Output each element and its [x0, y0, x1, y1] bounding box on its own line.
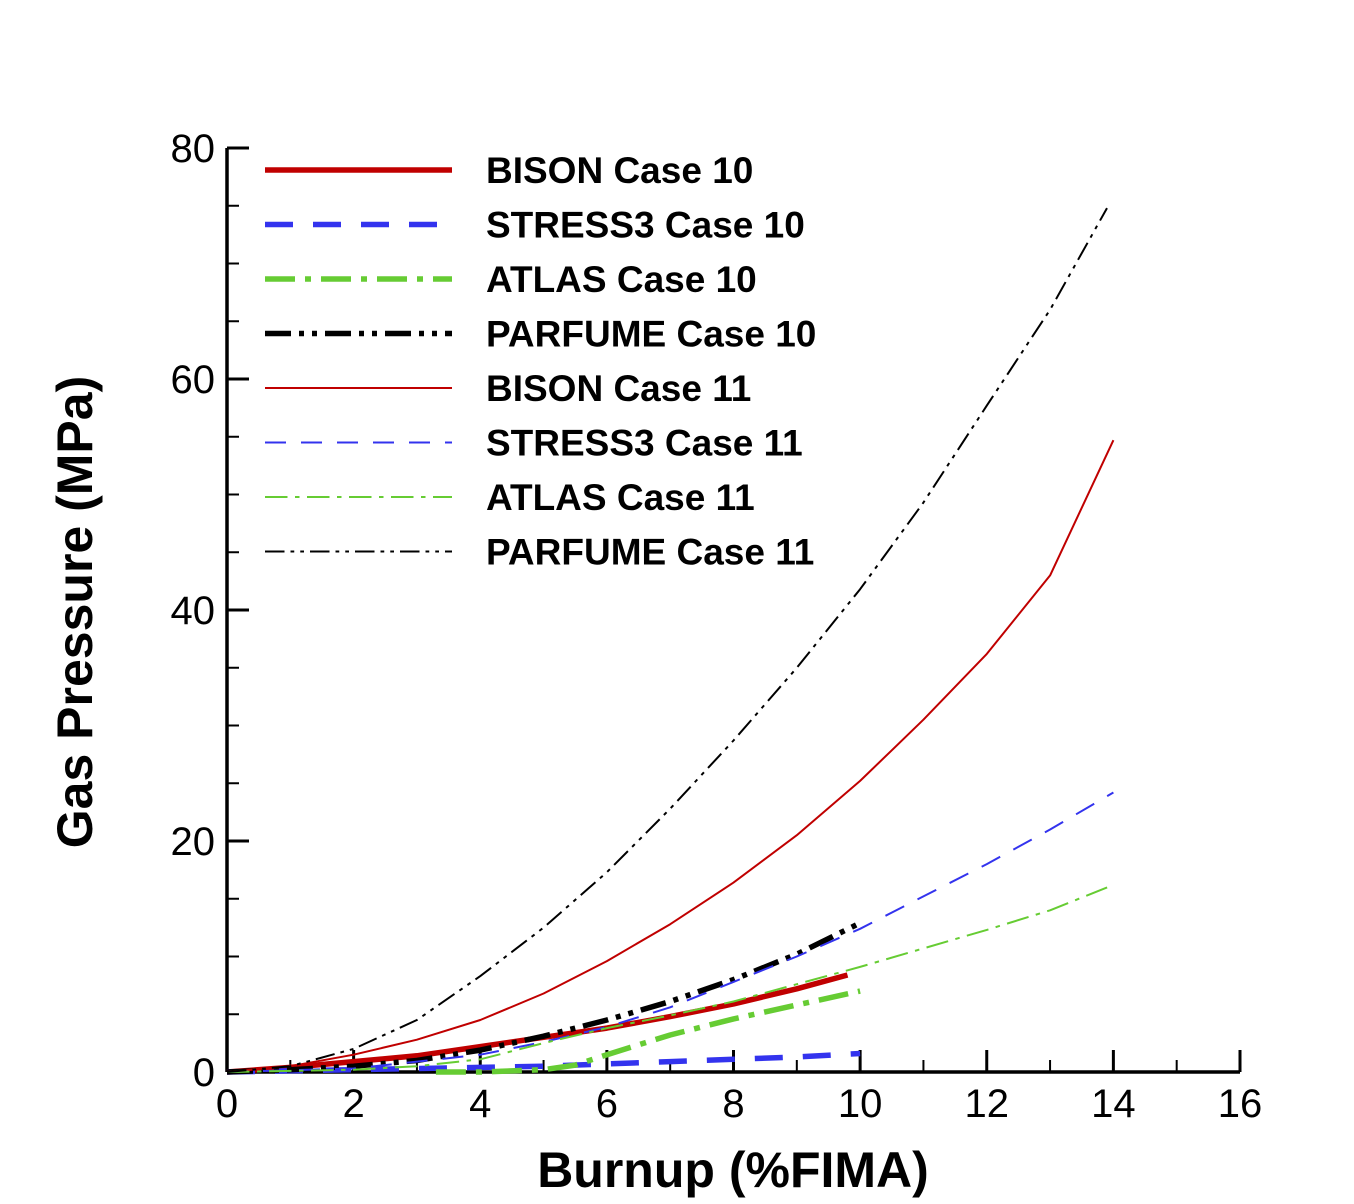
x-tick-label: 0: [216, 1082, 238, 1126]
y-tick-label: 20: [171, 820, 216, 864]
y-tick-label: 40: [171, 589, 216, 633]
x-tick-label: 4: [469, 1082, 491, 1126]
x-tick-label: 10: [838, 1082, 883, 1126]
y-axis-title: Gas Pressure (MPa): [47, 376, 103, 848]
legend-label-1: BISON Case 10: [486, 150, 753, 191]
x-tick-label: 14: [1091, 1082, 1136, 1126]
x-tick-label: 2: [343, 1082, 365, 1126]
y-tick-label: 0: [193, 1051, 215, 1095]
legend-label-8: PARFUME Case 11: [486, 532, 814, 573]
series-line-6: [226, 791, 1114, 1073]
x-tick-label: 12: [965, 1082, 1010, 1126]
legend: BISON Case 10 STRESS3 Case 10 ATLAS Case 1…: [265, 150, 816, 573]
legend-label-5: BISON Case 11: [486, 368, 751, 409]
series-line-5: [226, 439, 1115, 1073]
series-line-8: [226, 207, 1108, 1073]
y-tick-label: 80: [171, 127, 216, 171]
x-axis-title: Burnup (%FIMA): [537, 1142, 929, 1198]
series-layer: [226, 207, 1115, 1075]
x-tick-label: 6: [596, 1082, 618, 1126]
legend-label-4: PARFUME Case 10: [486, 314, 816, 355]
legend-label-3: ATLAS Case 10: [486, 259, 757, 300]
legend-label-7: ATLAS Case 11: [486, 477, 755, 518]
axes: 0 2 4 6 8 10 12 14 16 0 20 40 60 80: [171, 127, 1263, 1126]
series-line-3: [435, 988, 861, 1075]
x-tick-label: 8: [722, 1082, 744, 1126]
series-line-7: [226, 883, 1114, 1073]
x-tick-label: 16: [1218, 1082, 1263, 1126]
legend-label-2: STRESS3 Case 10: [486, 205, 805, 246]
series-line-4: [226, 920, 862, 1075]
y-tick-label: 60: [171, 358, 216, 402]
legend-label-6: STRESS3 Case 11: [486, 423, 803, 464]
